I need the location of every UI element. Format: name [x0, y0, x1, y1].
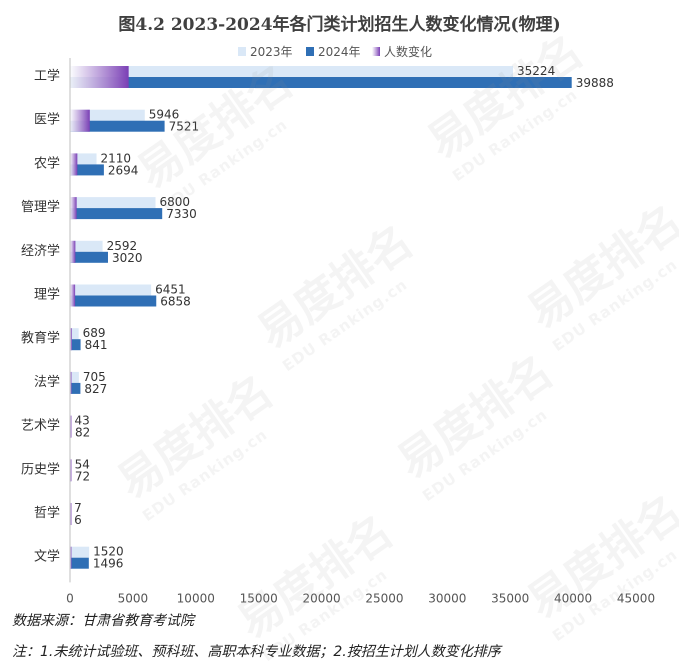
data-label-2024: 6	[74, 513, 82, 527]
bar-2024	[70, 557, 89, 569]
data-label-2023: 43	[75, 414, 90, 428]
x-tick-label: 45000	[617, 591, 655, 605]
bar-2024	[70, 295, 157, 307]
data-label-2024: 39888	[576, 76, 614, 90]
bar-change	[70, 240, 76, 263]
category-label: 教育学	[21, 330, 60, 346]
data-label-2023: 35224	[517, 64, 555, 78]
category-label: 艺术学	[21, 418, 60, 434]
bar-change	[70, 66, 129, 88]
chart-title: 图4.2 2023-2024年各门类计划招生人数变化情况(物理)	[118, 15, 561, 35]
bar-2024	[70, 164, 104, 176]
bar-change	[70, 459, 72, 482]
x-tick-label: 20000	[302, 591, 340, 605]
bar-2023	[70, 328, 79, 340]
legend-2024-swatch	[306, 47, 314, 56]
legend-2023-swatch	[238, 47, 246, 56]
legend: 2023年 2024年 人数变化	[238, 44, 432, 59]
data-label-2024: 1496	[93, 557, 124, 571]
bar-change	[70, 328, 72, 351]
data-label-2023: 6451	[155, 283, 186, 297]
x-tick-label: 30000	[428, 591, 466, 605]
legend-change-label: 人数变化	[384, 44, 432, 59]
bar-change	[70, 546, 72, 569]
data-label-2023: 1520	[93, 545, 124, 559]
data-label-2023: 2592	[107, 239, 138, 253]
category-label: 经济学	[21, 243, 60, 259]
legend-2023-label: 2023年	[250, 45, 293, 59]
bar-2023	[70, 66, 514, 77]
data-label-2024: 827	[84, 382, 107, 396]
x-tick-label: 15000	[240, 591, 278, 605]
x-tick-label: 40000	[554, 591, 592, 605]
category-label: 文学	[34, 549, 60, 565]
x-tick-label: 0	[66, 591, 74, 605]
data-label-2024: 7521	[169, 120, 200, 134]
bar-change	[70, 503, 72, 525]
bar-change	[70, 197, 77, 220]
data-label-2024: 7330	[166, 207, 197, 221]
bar-2023	[70, 240, 103, 252]
category-label: 理学	[34, 287, 60, 303]
data-label-2023: 2110	[101, 151, 132, 165]
data-label-2023: 689	[83, 326, 106, 340]
category-label: 哲学	[34, 505, 60, 521]
bar-2024	[70, 208, 163, 220]
data-label-2023: 7	[74, 501, 82, 515]
x-tick-label: 35000	[491, 591, 529, 605]
x-tick-label: 25000	[365, 591, 403, 605]
footnote: 注：1.未统计试验班、预科班、高职本科专业数据；2.按招生计划人数变化排序	[12, 644, 501, 660]
bar-change	[70, 109, 90, 132]
category-label: 管理学	[21, 199, 60, 215]
bar-change	[70, 284, 76, 307]
category-label: 历史学	[21, 461, 60, 477]
data-source: 数据来源：甘肃省教育考试院	[12, 613, 194, 629]
legend-change-swatch	[372, 47, 380, 56]
bar-2023	[70, 546, 90, 558]
data-label-2024: 6858	[160, 295, 191, 309]
bar-2023	[70, 153, 97, 165]
bar-2024	[70, 339, 81, 351]
data-label-2024: 2694	[108, 163, 139, 177]
data-label-2024: 3020	[112, 251, 143, 265]
data-label-2023: 5946	[149, 108, 180, 122]
data-label-2024: 82	[75, 426, 90, 440]
data-label-2024: 841	[85, 338, 108, 352]
bar-2024	[70, 77, 572, 88]
category-label: 医学	[34, 112, 60, 128]
bar-2024	[70, 120, 165, 132]
bar-2024	[70, 251, 108, 263]
bar-2024	[70, 382, 81, 394]
x-tick-label: 10000	[177, 591, 215, 605]
x-axis-ticks: 0 5000 10000 15000 20000 25000 30000 35000 40000…	[66, 591, 655, 605]
data-label-2023: 54	[75, 457, 90, 471]
bar-2023	[70, 371, 79, 383]
bar-2023	[70, 197, 156, 209]
bar-2023	[70, 284, 152, 296]
category-label: 农学	[34, 155, 60, 171]
data-label-2024: 72	[75, 469, 90, 483]
legend-2024-label: 2024年	[318, 45, 361, 59]
data-label-2023: 705	[83, 370, 106, 384]
bar-change	[70, 415, 72, 438]
bar-2023	[70, 109, 145, 121]
x-tick-label: 5000	[118, 591, 149, 605]
bar-change	[70, 371, 72, 394]
data-label-2023: 6800	[160, 195, 191, 209]
category-label: 工学	[34, 68, 60, 84]
category-label: 法学	[34, 374, 60, 390]
bar-change	[70, 153, 78, 176]
